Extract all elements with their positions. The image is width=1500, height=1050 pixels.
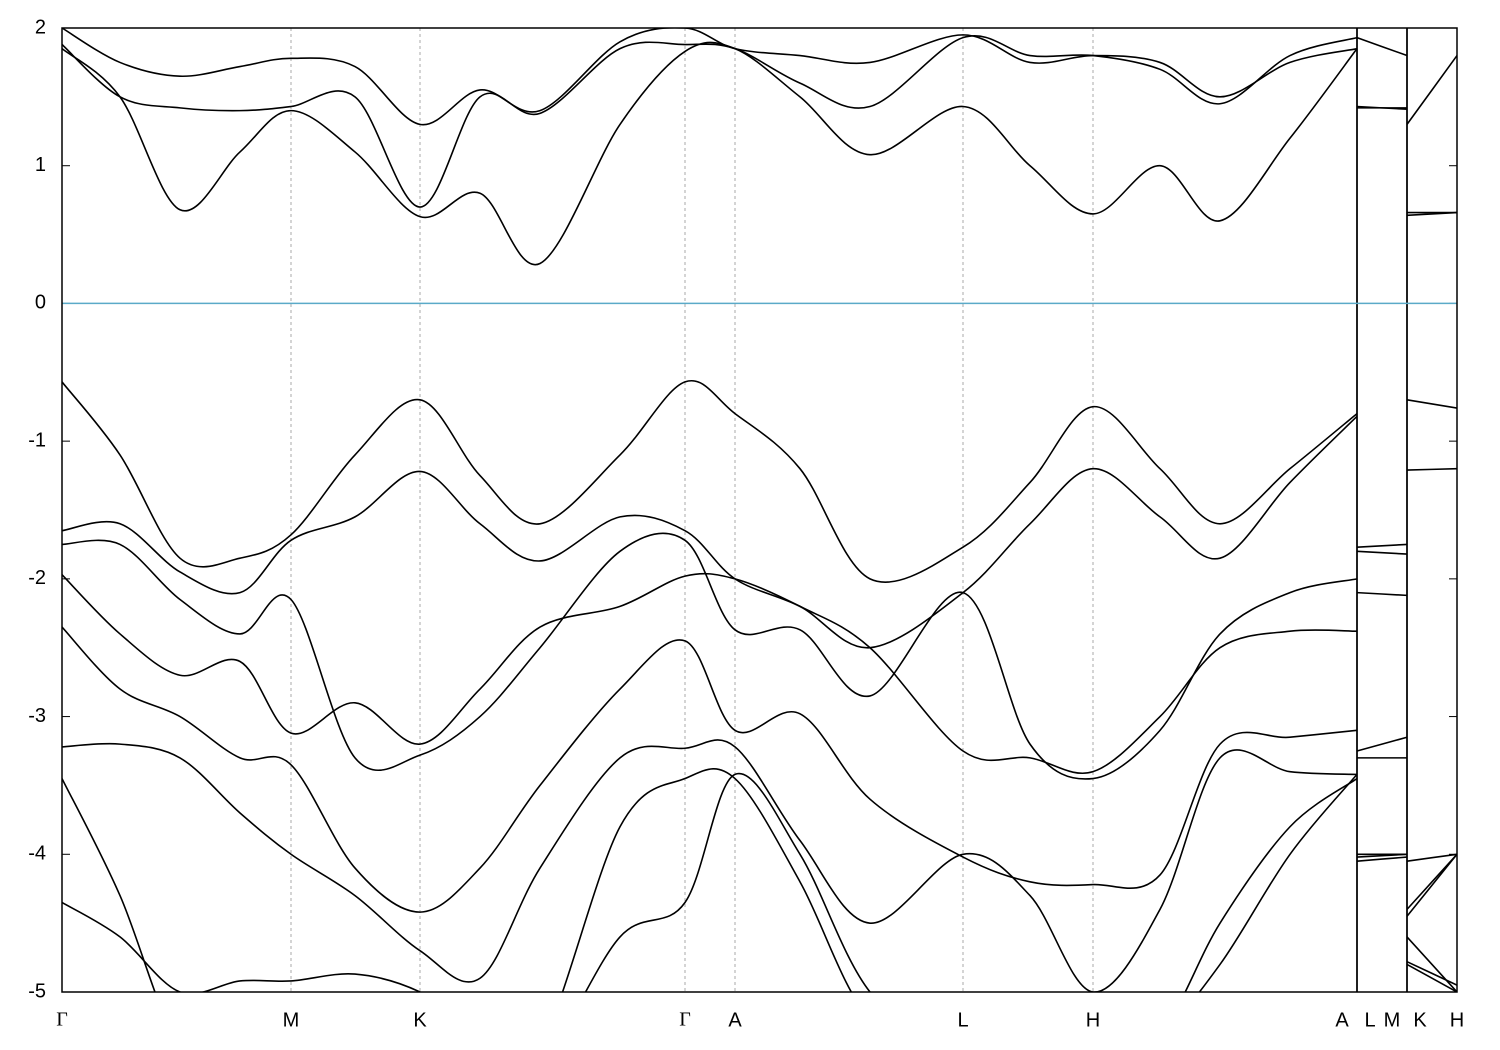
band (62, 739, 1457, 992)
y-tick-label: -3 (28, 705, 46, 727)
x-tick-label: K (413, 1009, 427, 1031)
y-tick-label: 0 (35, 292, 46, 314)
x-tick-label: Γ (56, 1009, 68, 1031)
band (62, 35, 1457, 208)
x-tick-label: A (728, 1009, 742, 1031)
x-tick-label: A (1335, 1009, 1349, 1031)
x-tick-label: M (283, 1009, 300, 1031)
band (62, 41, 1457, 266)
x-tick-label: M (1384, 1009, 1401, 1031)
y-tick-label: -4 (28, 843, 46, 865)
y-tick-label: 1 (35, 154, 46, 176)
y-tick-label: -2 (28, 567, 46, 589)
y-tick-label: 2 (35, 16, 46, 38)
x-tick-label: H (1450, 1009, 1464, 1031)
x-tick-label: Γ (679, 1009, 691, 1031)
band (62, 532, 1457, 862)
band (62, 772, 1457, 992)
x-tick-label: L (957, 1009, 968, 1031)
band (62, 626, 1457, 992)
bands (62, 28, 1457, 992)
y-tick-label: -1 (28, 429, 46, 451)
band (62, 379, 1457, 583)
x-tick-label: H (1086, 1009, 1100, 1031)
band (62, 415, 1457, 649)
band (62, 572, 1457, 910)
plot-frame (61, 27, 1458, 993)
x-tick-label: K (1413, 1009, 1427, 1031)
y-tick-label: -5 (28, 980, 46, 1002)
band (62, 768, 1457, 992)
x-tick-label: L (1364, 1009, 1375, 1031)
